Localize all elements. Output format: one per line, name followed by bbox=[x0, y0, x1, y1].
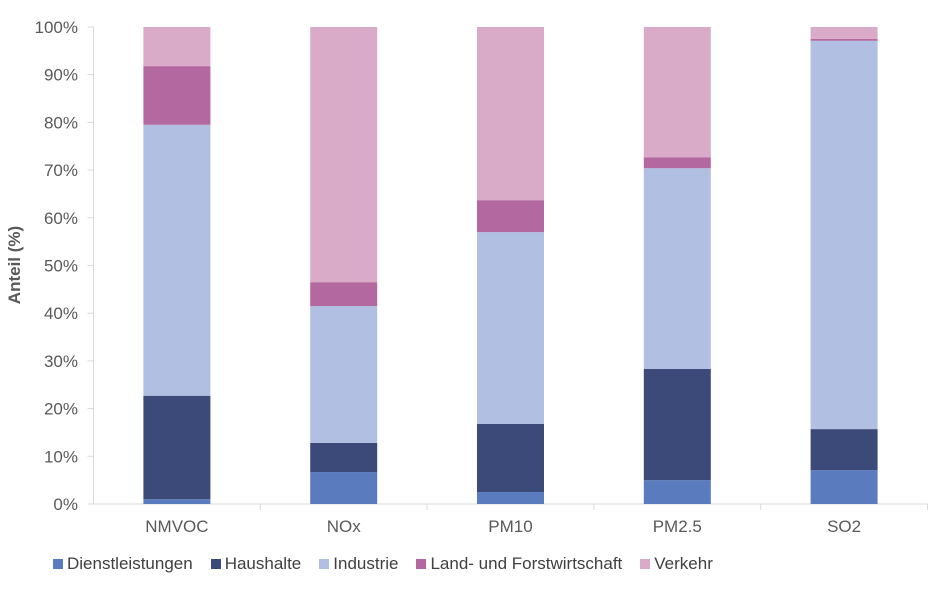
x-tick-label: NMVOC bbox=[145, 517, 208, 536]
y-tick-label: 10% bbox=[44, 447, 78, 466]
bar-segment-land-und-forstwirtschaft-so2 bbox=[810, 38, 878, 41]
bar-segment-haushalte-nmvoc bbox=[143, 395, 211, 500]
bar-segment-verkehr-nox bbox=[310, 27, 378, 283]
bar-segment-haushalte-nox bbox=[310, 442, 378, 473]
stacked-bar-chart: NMVOC NOx PM10 PM2.5 SO2 0% 10% 20% 30% 40% 50% 60… bbox=[5, 18, 928, 536]
legend: Dienstleistungen Haushalte Industrie Land- … bbox=[53, 554, 731, 574]
bar-segment-land-und-forstwirtschaft-nox bbox=[310, 282, 378, 307]
legend-swatch bbox=[53, 559, 63, 569]
y-tick-label: 70% bbox=[44, 161, 78, 180]
bar-segment-dienstleistungen-nmvoc bbox=[143, 499, 211, 504]
y-tick-label: 30% bbox=[44, 352, 78, 371]
legend-label: Industrie bbox=[333, 554, 399, 573]
bar-segment-industrie-pm10 bbox=[477, 232, 544, 424]
bar-segment-dienstleistungen-nox bbox=[310, 472, 378, 504]
legend-swatch bbox=[210, 559, 221, 569]
x-tick-label: PM2.5 bbox=[653, 517, 702, 536]
bar-segment-verkehr-nmvoc bbox=[143, 27, 211, 67]
bar-segment-verkehr-so2 bbox=[810, 27, 878, 39]
bar-segment-verkehr-pm2-5 bbox=[643, 27, 711, 158]
y-axis-label: Anteil (%) bbox=[5, 226, 24, 304]
y-tick-label: 90% bbox=[44, 66, 78, 85]
legend-label: Land- und Forstwirtschaft bbox=[430, 554, 623, 573]
legend-item: Land- und Forstwirtschaft bbox=[416, 554, 622, 574]
bar-segment-verkehr-pm10 bbox=[477, 27, 544, 201]
bar-segment-land-und-forstwirtschaft-nmvoc bbox=[143, 66, 211, 125]
bar-segment-industrie-so2 bbox=[810, 40, 878, 430]
legend-swatch bbox=[319, 559, 330, 569]
bar-segment-dienstleistungen-pm2-5 bbox=[643, 480, 711, 504]
legend-item: Dienstleistungen bbox=[53, 554, 193, 574]
bar-segment-industrie-nmvoc bbox=[143, 124, 211, 396]
bar-segment-haushalte-pm2-5 bbox=[643, 369, 711, 481]
x-tick-label: PM10 bbox=[488, 517, 532, 536]
y-tick-label: 20% bbox=[44, 400, 78, 419]
bar-segment-land-und-forstwirtschaft-pm2-5 bbox=[643, 157, 711, 169]
y-tick-label: 60% bbox=[44, 209, 78, 228]
x-tick-label: NOx bbox=[327, 517, 362, 536]
bar-segment-industrie-nox bbox=[310, 306, 378, 443]
bar-segment-haushalte-so2 bbox=[810, 429, 878, 471]
legend-swatch bbox=[640, 559, 651, 569]
bar-segment-industrie-pm2-5 bbox=[643, 168, 711, 370]
legend-item: Industrie bbox=[319, 554, 398, 574]
bar-segment-dienstleistungen-so2 bbox=[810, 470, 878, 504]
y-tick-label: 100% bbox=[35, 18, 78, 37]
legend-label: Haushalte bbox=[224, 554, 302, 573]
legend-label: Verkehr bbox=[654, 554, 713, 573]
legend-label: Dienstleistungen bbox=[67, 554, 193, 573]
y-tick-label: 0% bbox=[53, 495, 78, 514]
legend-swatch bbox=[416, 559, 427, 569]
legend-item: Verkehr bbox=[640, 554, 713, 574]
bar-segment-haushalte-pm10 bbox=[477, 423, 544, 493]
bar-segment-land-und-forstwirtschaft-pm10 bbox=[477, 200, 544, 233]
x-tick-label: SO2 bbox=[827, 517, 861, 536]
y-tick-label: 40% bbox=[44, 304, 78, 323]
y-tick-label: 50% bbox=[44, 257, 78, 276]
y-tick-label: 80% bbox=[44, 113, 78, 132]
bar-segment-dienstleistungen-pm10 bbox=[477, 492, 544, 504]
legend-item: Haushalte bbox=[210, 554, 302, 574]
